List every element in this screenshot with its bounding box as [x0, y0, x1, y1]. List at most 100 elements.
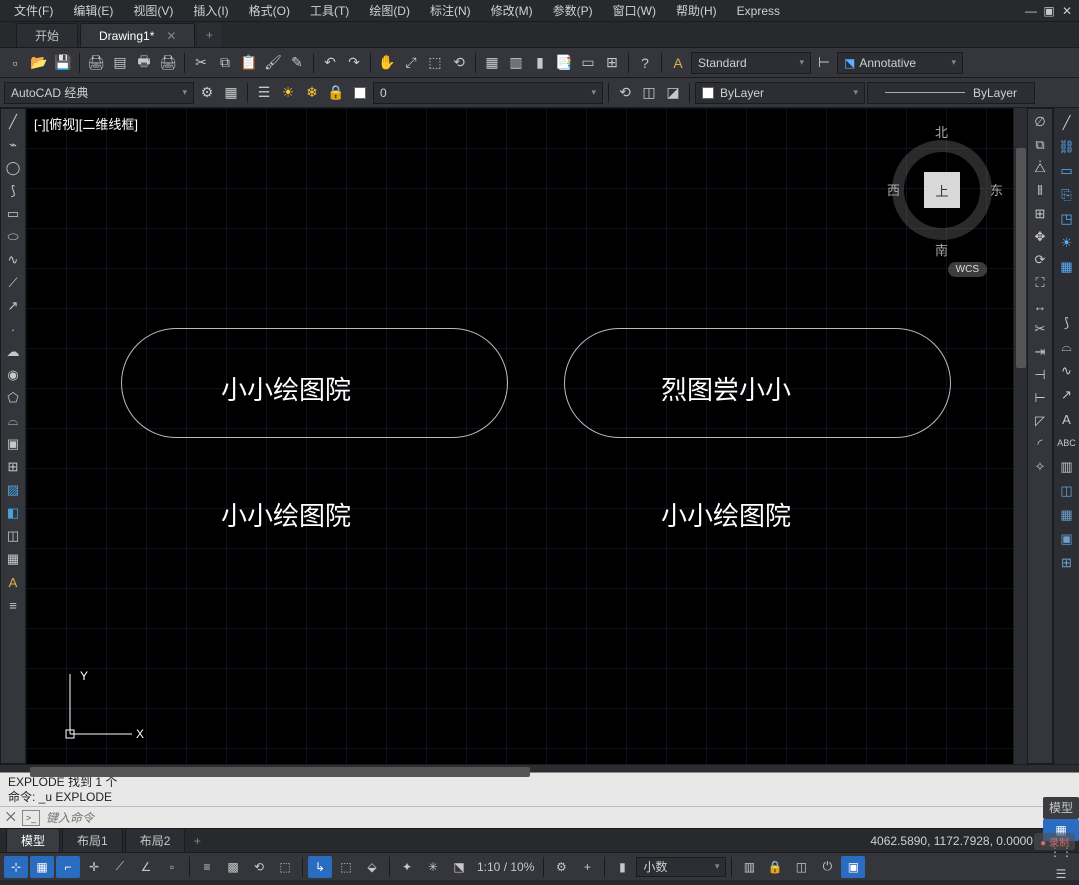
- point-icon[interactable]: ·: [2, 318, 24, 340]
- polygon-icon[interactable]: ⬠: [2, 387, 24, 409]
- block-icon[interactable]: ▣: [2, 433, 24, 455]
- layer-walk-icon[interactable]: ◪: [662, 82, 684, 104]
- wcs-badge[interactable]: WCS: [948, 262, 987, 277]
- cmd-chevron-icon[interactable]: ⨉: [6, 810, 22, 825]
- menu-window[interactable]: 窗口(W): [603, 2, 666, 19]
- panel-clip-icon[interactable]: ◳: [1056, 208, 1078, 230]
- workspace-label-icon[interactable]: ▦: [220, 82, 242, 104]
- cut-icon[interactable]: ✂: [190, 52, 212, 74]
- block-editor-icon[interactable]: ✎: [286, 52, 308, 74]
- clean-screen-icon[interactable]: ▣: [841, 856, 865, 878]
- layer-on-icon[interactable]: ☀: [277, 82, 299, 104]
- workspace-select[interactable]: AutoCAD 经典▾: [4, 82, 194, 104]
- panel-link-icon[interactable]: ⛓: [1056, 136, 1078, 158]
- layer-freeze-icon[interactable]: ❄: [301, 82, 323, 104]
- donut-icon[interactable]: ◉: [2, 364, 24, 386]
- viewcube[interactable]: 北 南 西 东 上: [887, 122, 997, 262]
- drawing-canvas[interactable]: [-][俯视][二维线框] 小小绘图院 烈图尝小小 小小绘图院 小小绘图院 Y …: [26, 108, 1027, 764]
- osnap-toggle[interactable]: ▫: [160, 856, 184, 878]
- batch-plot-icon[interactable]: 🖨: [157, 52, 179, 74]
- dim-style-select[interactable]: ⬔ Annotative▾: [837, 52, 963, 74]
- isolate-objects-icon[interactable]: ◫: [789, 856, 813, 878]
- panel-arc-icon[interactable]: ⟆: [1056, 312, 1078, 334]
- layout-tab-model[interactable]: 模型: [6, 828, 60, 853]
- ellipse-arc-icon[interactable]: ⌓: [2, 410, 24, 432]
- panel-line-icon[interactable]: ╱: [1056, 112, 1078, 134]
- workspace-switch-icon[interactable]: ⚙: [549, 856, 573, 878]
- move-icon[interactable]: ✥: [1029, 226, 1051, 248]
- explode-icon[interactable]: ✧: [1029, 456, 1051, 478]
- maximize-button[interactable]: ▣: [1041, 4, 1057, 18]
- dyn-input-toggle[interactable]: ↳: [308, 856, 332, 878]
- trim-icon[interactable]: ✂: [1029, 318, 1051, 340]
- quickcalc-icon[interactable]: ⊞: [601, 52, 623, 74]
- panel-m3-icon[interactable]: ▦: [1056, 504, 1078, 526]
- undo-icon[interactable]: ↶: [319, 52, 341, 74]
- lock-ui-icon[interactable]: 🔒: [763, 856, 787, 878]
- text-style-select[interactable]: Standard▾: [691, 52, 811, 74]
- layer-color-icon[interactable]: [349, 82, 371, 104]
- model-space-button[interactable]: 模型: [1043, 797, 1079, 819]
- menu-view[interactable]: 视图(V): [123, 2, 183, 19]
- scale-icon[interactable]: ⛶: [1029, 272, 1051, 294]
- menu-express[interactable]: Express: [727, 4, 790, 18]
- copy-icon[interactable]: ⧉: [214, 52, 236, 74]
- tab-close-icon[interactable]: ✕: [166, 29, 176, 43]
- panel-adjust-icon[interactable]: ☀: [1056, 232, 1078, 254]
- panel-spline2-icon[interactable]: ∿: [1056, 360, 1078, 382]
- grid-toggle2[interactable]: ▦: [30, 856, 54, 878]
- save-icon[interactable]: 💾: [52, 52, 74, 74]
- help-icon[interactable]: ?: [634, 52, 656, 74]
- otrack-toggle[interactable]: ∠: [134, 856, 158, 878]
- viewport-label[interactable]: [-][俯视][二维线框]: [34, 114, 138, 133]
- markup-icon[interactable]: ▭: [577, 52, 599, 74]
- viewcube-west[interactable]: 西: [887, 180, 900, 199]
- menu-help[interactable]: 帮助(H): [666, 2, 727, 19]
- gizmo-toggle[interactable]: ✦: [395, 856, 419, 878]
- fillet-icon[interactable]: ◜: [1029, 433, 1051, 455]
- ortho-toggle[interactable]: ⌐: [56, 856, 80, 878]
- chamfer-icon[interactable]: ◸: [1029, 410, 1051, 432]
- mtext-icon[interactable]: A: [2, 571, 24, 593]
- selection-cycling-toggle[interactable]: ⟲: [247, 856, 271, 878]
- workspace-settings-icon[interactable]: ⚙: [196, 82, 218, 104]
- 3dosnap-toggle[interactable]: ⬚: [273, 856, 297, 878]
- circle-icon[interactable]: ◯: [2, 157, 24, 179]
- viewcube-north[interactable]: 北: [935, 122, 948, 141]
- region-icon[interactable]: ◫: [2, 525, 24, 547]
- viewcube-south[interactable]: 南: [935, 240, 948, 259]
- polar-toggle[interactable]: ✛: [82, 856, 106, 878]
- dynamic-ucs-toggle[interactable]: ⬚: [334, 856, 358, 878]
- design-center-icon[interactable]: ▥: [505, 52, 527, 74]
- copy-obj-icon[interactable]: ⧉: [1029, 134, 1051, 156]
- units-select[interactable]: 小数▾: [636, 857, 726, 877]
- hatch-icon[interactable]: ▨: [2, 479, 24, 501]
- open-icon[interactable]: 📂: [28, 52, 50, 74]
- viewcube-east[interactable]: 东: [990, 180, 1003, 199]
- gradient-icon[interactable]: ◧: [2, 502, 24, 524]
- selection-filter-toggle[interactable]: ⬙: [360, 856, 384, 878]
- hardware-accel-icon[interactable]: ⏻: [815, 856, 839, 878]
- extend-icon[interactable]: ⇥: [1029, 341, 1051, 363]
- tab-add-button[interactable]: +: [197, 23, 221, 47]
- panel-m5-icon[interactable]: ⊞: [1056, 552, 1078, 574]
- plot-preview-icon[interactable]: ▤: [109, 52, 131, 74]
- scrollbar-vertical[interactable]: [1013, 108, 1027, 764]
- break-icon[interactable]: ⊣: [1029, 364, 1051, 386]
- join-icon[interactable]: ⊢: [1029, 387, 1051, 409]
- xline-icon[interactable]: ⟋: [2, 272, 24, 294]
- menu-draw[interactable]: 绘图(D): [359, 2, 420, 19]
- insert-icon[interactable]: ⊞: [2, 456, 24, 478]
- tab-start[interactable]: 开始: [16, 23, 78, 47]
- print-icon[interactable]: 🖨: [85, 52, 107, 74]
- polyline-icon[interactable]: ⌁: [2, 134, 24, 156]
- layer-select[interactable]: 0▾: [373, 82, 603, 104]
- layer-lock-icon[interactable]: 🔒: [325, 82, 347, 104]
- panel-ray2-icon[interactable]: ↗: [1056, 384, 1078, 406]
- tool-palettes-icon[interactable]: ▮: [529, 52, 551, 74]
- arc-icon[interactable]: ⟆: [2, 180, 24, 202]
- publish-icon[interactable]: 🖶: [133, 52, 155, 74]
- textstyle-icon[interactable]: A: [667, 52, 689, 74]
- erase-icon[interactable]: ∅: [1029, 111, 1051, 133]
- isodraft-toggle[interactable]: ⟋: [108, 856, 132, 878]
